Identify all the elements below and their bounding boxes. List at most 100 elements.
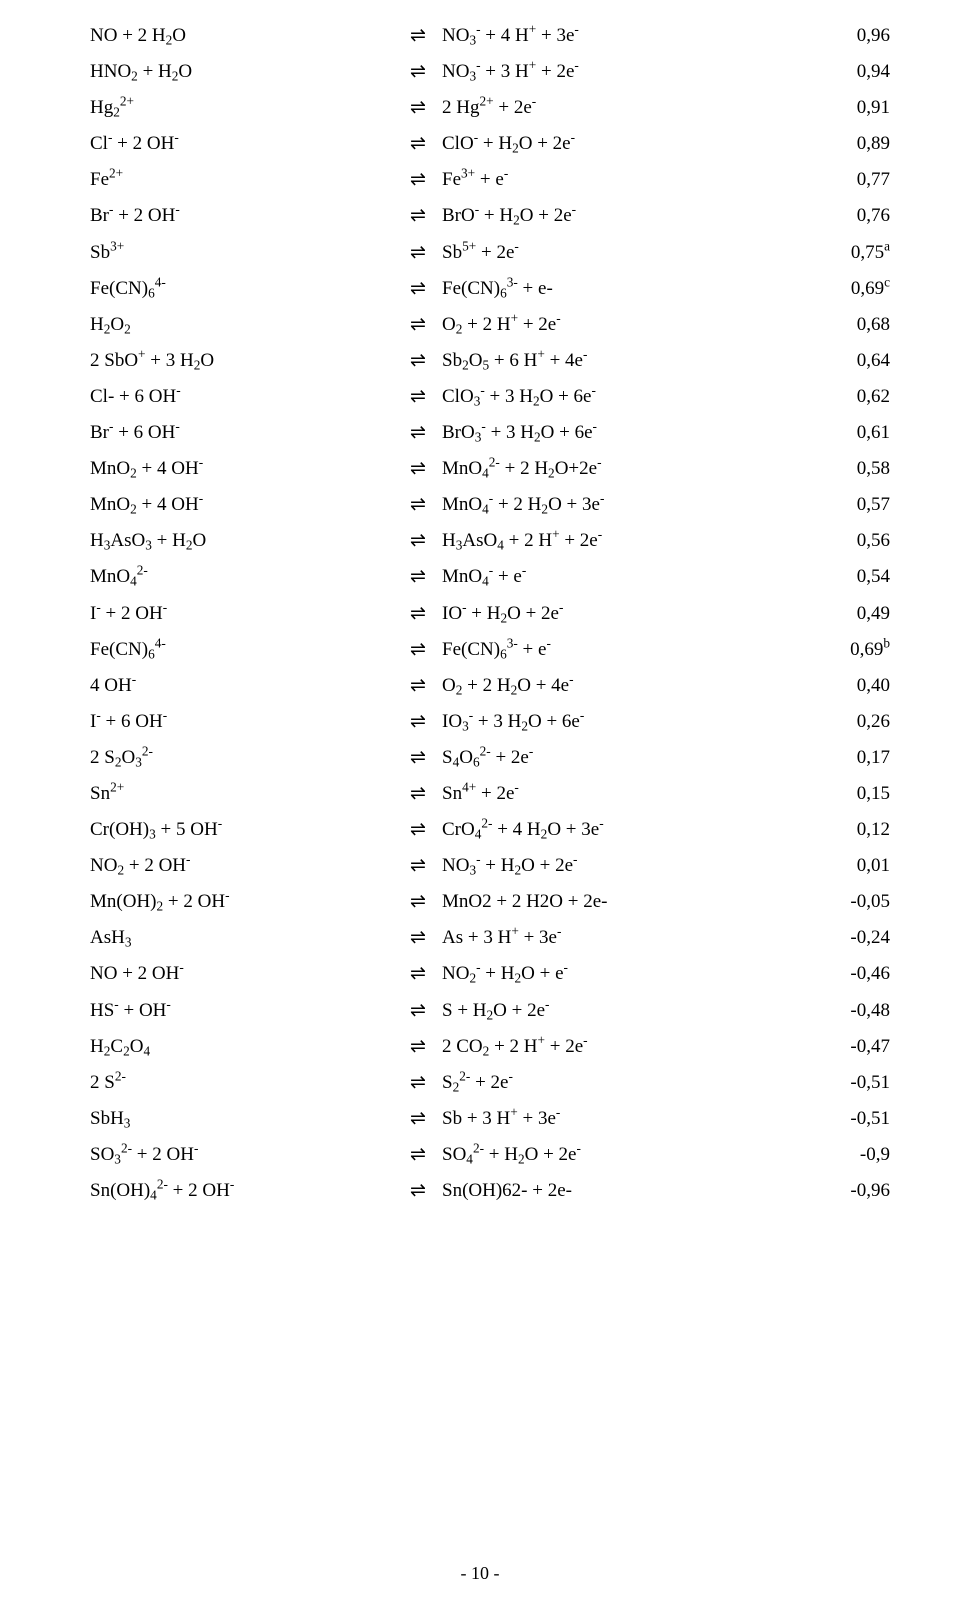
reduced-species: Cr(OH)3 + 5 OH- [90,812,394,848]
equilibrium-icon: ⇌ [394,343,442,379]
oxidized-species: NO2- + H2O + e- [442,956,794,992]
potential-value: 0,40 [794,668,890,704]
reduced-species: Mn(OH)2 + 2 OH- [90,884,394,920]
equilibrium-icon: ⇌ [394,1065,442,1101]
oxidized-species: O2 + 2 H2O + 4e- [442,668,794,704]
potential-value: -0,24 [794,920,890,956]
document-page: NO + 2 H2O⇌NO3- + 4 H+ + 3e-0,96HNO2 + H… [0,0,960,1616]
potential-value: -0,96 [794,1173,890,1209]
potential-value: 0,76 [794,198,890,234]
reduced-species: SbH3 [90,1101,394,1137]
potential-value: 0,49 [794,596,890,632]
oxidized-species: S4O62- + 2e- [442,740,794,776]
reduced-species: H3AsO3 + H2O [90,523,394,559]
potential-value: 0,69c [794,271,890,307]
oxidized-species: Fe(CN)63- + e- [442,271,794,307]
equilibrium-icon: ⇌ [394,90,442,126]
potential-value: -0,9 [794,1137,890,1173]
table-row: Sb3+⇌Sb5+ + 2e-0,75a [90,235,890,271]
oxidized-species: NO3- + 4 H+ + 3e- [442,18,794,54]
equilibrium-icon: ⇌ [394,271,442,307]
reduced-species: HNO2 + H2O [90,54,394,90]
table-row: Sn(OH)42- + 2 OH-⇌Sn(OH)62- + 2e--0,96 [90,1173,890,1209]
oxidized-species: 2 CO2 + 2 H+ + 2e- [442,1029,794,1065]
reduced-species: 2 SbO+ + 3 H2O [90,343,394,379]
reduced-species: H2C2O4 [90,1029,394,1065]
potential-value: 0,58 [794,451,890,487]
table-row: Cr(OH)3 + 5 OH-⇌CrO42- + 4 H2O + 3e-0,12 [90,812,890,848]
potential-value: -0,51 [794,1101,890,1137]
redox-potential-table: NO + 2 H2O⇌NO3- + 4 H+ + 3e-0,96HNO2 + H… [90,18,890,1209]
table-row: Cl- + 6 OH-⇌ClO3- + 3 H2O + 6e-0,62 [90,379,890,415]
potential-value: 0,77 [794,162,890,198]
potential-value: -0,48 [794,993,890,1029]
table-row: I- + 2 OH-⇌IO- + H2O + 2e-0,49 [90,596,890,632]
oxidized-species: ClO- + H2O + 2e- [442,126,794,162]
table-row: NO2 + 2 OH-⇌NO3- + H2O + 2e-0,01 [90,848,890,884]
oxidized-species: Sb + 3 H+ + 3e- [442,1101,794,1137]
oxidized-species: Fe3+ + e- [442,162,794,198]
potential-value: 0,64 [794,343,890,379]
oxidized-species: MnO4- + 2 H2O + 3e- [442,487,794,523]
table-row: HNO2 + H2O⇌NO3- + 3 H+ + 2e-0,94 [90,54,890,90]
oxidized-species: MnO42- + 2 H2O+2e- [442,451,794,487]
table-row: Br- + 6 OH-⇌BrO3- + 3 H2O + 6e-0,61 [90,415,890,451]
reduced-species: Sn(OH)42- + 2 OH- [90,1173,394,1209]
potential-value: 0,94 [794,54,890,90]
table-row: H2C2O4⇌2 CO2 + 2 H+ + 2e--0,47 [90,1029,890,1065]
equilibrium-icon: ⇌ [394,1101,442,1137]
equilibrium-icon: ⇌ [394,18,442,54]
equilibrium-icon: ⇌ [394,415,442,451]
oxidized-species: ClO3- + 3 H2O + 6e- [442,379,794,415]
reduced-species: H2O2 [90,307,394,343]
oxidized-species: S22- + 2e- [442,1065,794,1101]
reduced-species: Fe(CN)64- [90,271,394,307]
potential-value: -0,46 [794,956,890,992]
table-row: Sn2+⇌Sn4+ + 2e-0,15 [90,776,890,812]
table-row: H3AsO3 + H2O⇌H3AsO4 + 2 H+ + 2e-0,56 [90,523,890,559]
table-row: AsH3⇌As + 3 H+ + 3e--0,24 [90,920,890,956]
table-row: 2 SbO+ + 3 H2O⇌Sb2O5 + 6 H+ + 4e-0,64 [90,343,890,379]
equilibrium-icon: ⇌ [394,487,442,523]
oxidized-species: MnO4- + e- [442,559,794,595]
potential-value: -0,51 [794,1065,890,1101]
reduced-species: Sn2+ [90,776,394,812]
reduced-species: MnO2 + 4 OH- [90,451,394,487]
equilibrium-icon: ⇌ [394,776,442,812]
table-row: SbH3⇌Sb + 3 H+ + 3e--0,51 [90,1101,890,1137]
potential-value: 0,62 [794,379,890,415]
table-row: 2 S2O32-⇌S4O62- + 2e-0,17 [90,740,890,776]
table-row: 2 S2-⇌S22- + 2e--0,51 [90,1065,890,1101]
oxidized-species: IO3- + 3 H2O + 6e- [442,704,794,740]
equilibrium-icon: ⇌ [394,54,442,90]
potential-value: 0,12 [794,812,890,848]
oxidized-species: NO3- + 3 H+ + 2e- [442,54,794,90]
potential-value: 0,01 [794,848,890,884]
oxidized-species: H3AsO4 + 2 H+ + 2e- [442,523,794,559]
reduced-species: SO32- + 2 OH- [90,1137,394,1173]
equilibrium-icon: ⇌ [394,993,442,1029]
equilibrium-icon: ⇌ [394,812,442,848]
potential-value: 0,61 [794,415,890,451]
reduced-species: 2 S2O32- [90,740,394,776]
potential-value: 0,56 [794,523,890,559]
reduced-species: MnO2 + 4 OH- [90,487,394,523]
reduced-species: 2 S2- [90,1065,394,1101]
oxidized-species: Sb5+ + 2e- [442,235,794,271]
equilibrium-icon: ⇌ [394,307,442,343]
table-row: Fe(CN)64-⇌Fe(CN)63- + e-0,69c [90,271,890,307]
table-row: Mn(OH)2 + 2 OH-⇌MnO2 + 2 H2O + 2e--0,05 [90,884,890,920]
potential-value: 0,15 [794,776,890,812]
reduced-species: HS- + OH- [90,993,394,1029]
oxidized-species: SO42- + H2O + 2e- [442,1137,794,1173]
equilibrium-icon: ⇌ [394,884,442,920]
potential-value: 0,69b [794,632,890,668]
equilibrium-icon: ⇌ [394,632,442,668]
equilibrium-icon: ⇌ [394,848,442,884]
reduced-species: Cl- + 6 OH- [90,379,394,415]
equilibrium-icon: ⇌ [394,704,442,740]
reduced-species: NO + 2 OH- [90,956,394,992]
reduced-species: AsH3 [90,920,394,956]
table-row: NO + 2 H2O⇌NO3- + 4 H+ + 3e-0,96 [90,18,890,54]
equilibrium-icon: ⇌ [394,956,442,992]
